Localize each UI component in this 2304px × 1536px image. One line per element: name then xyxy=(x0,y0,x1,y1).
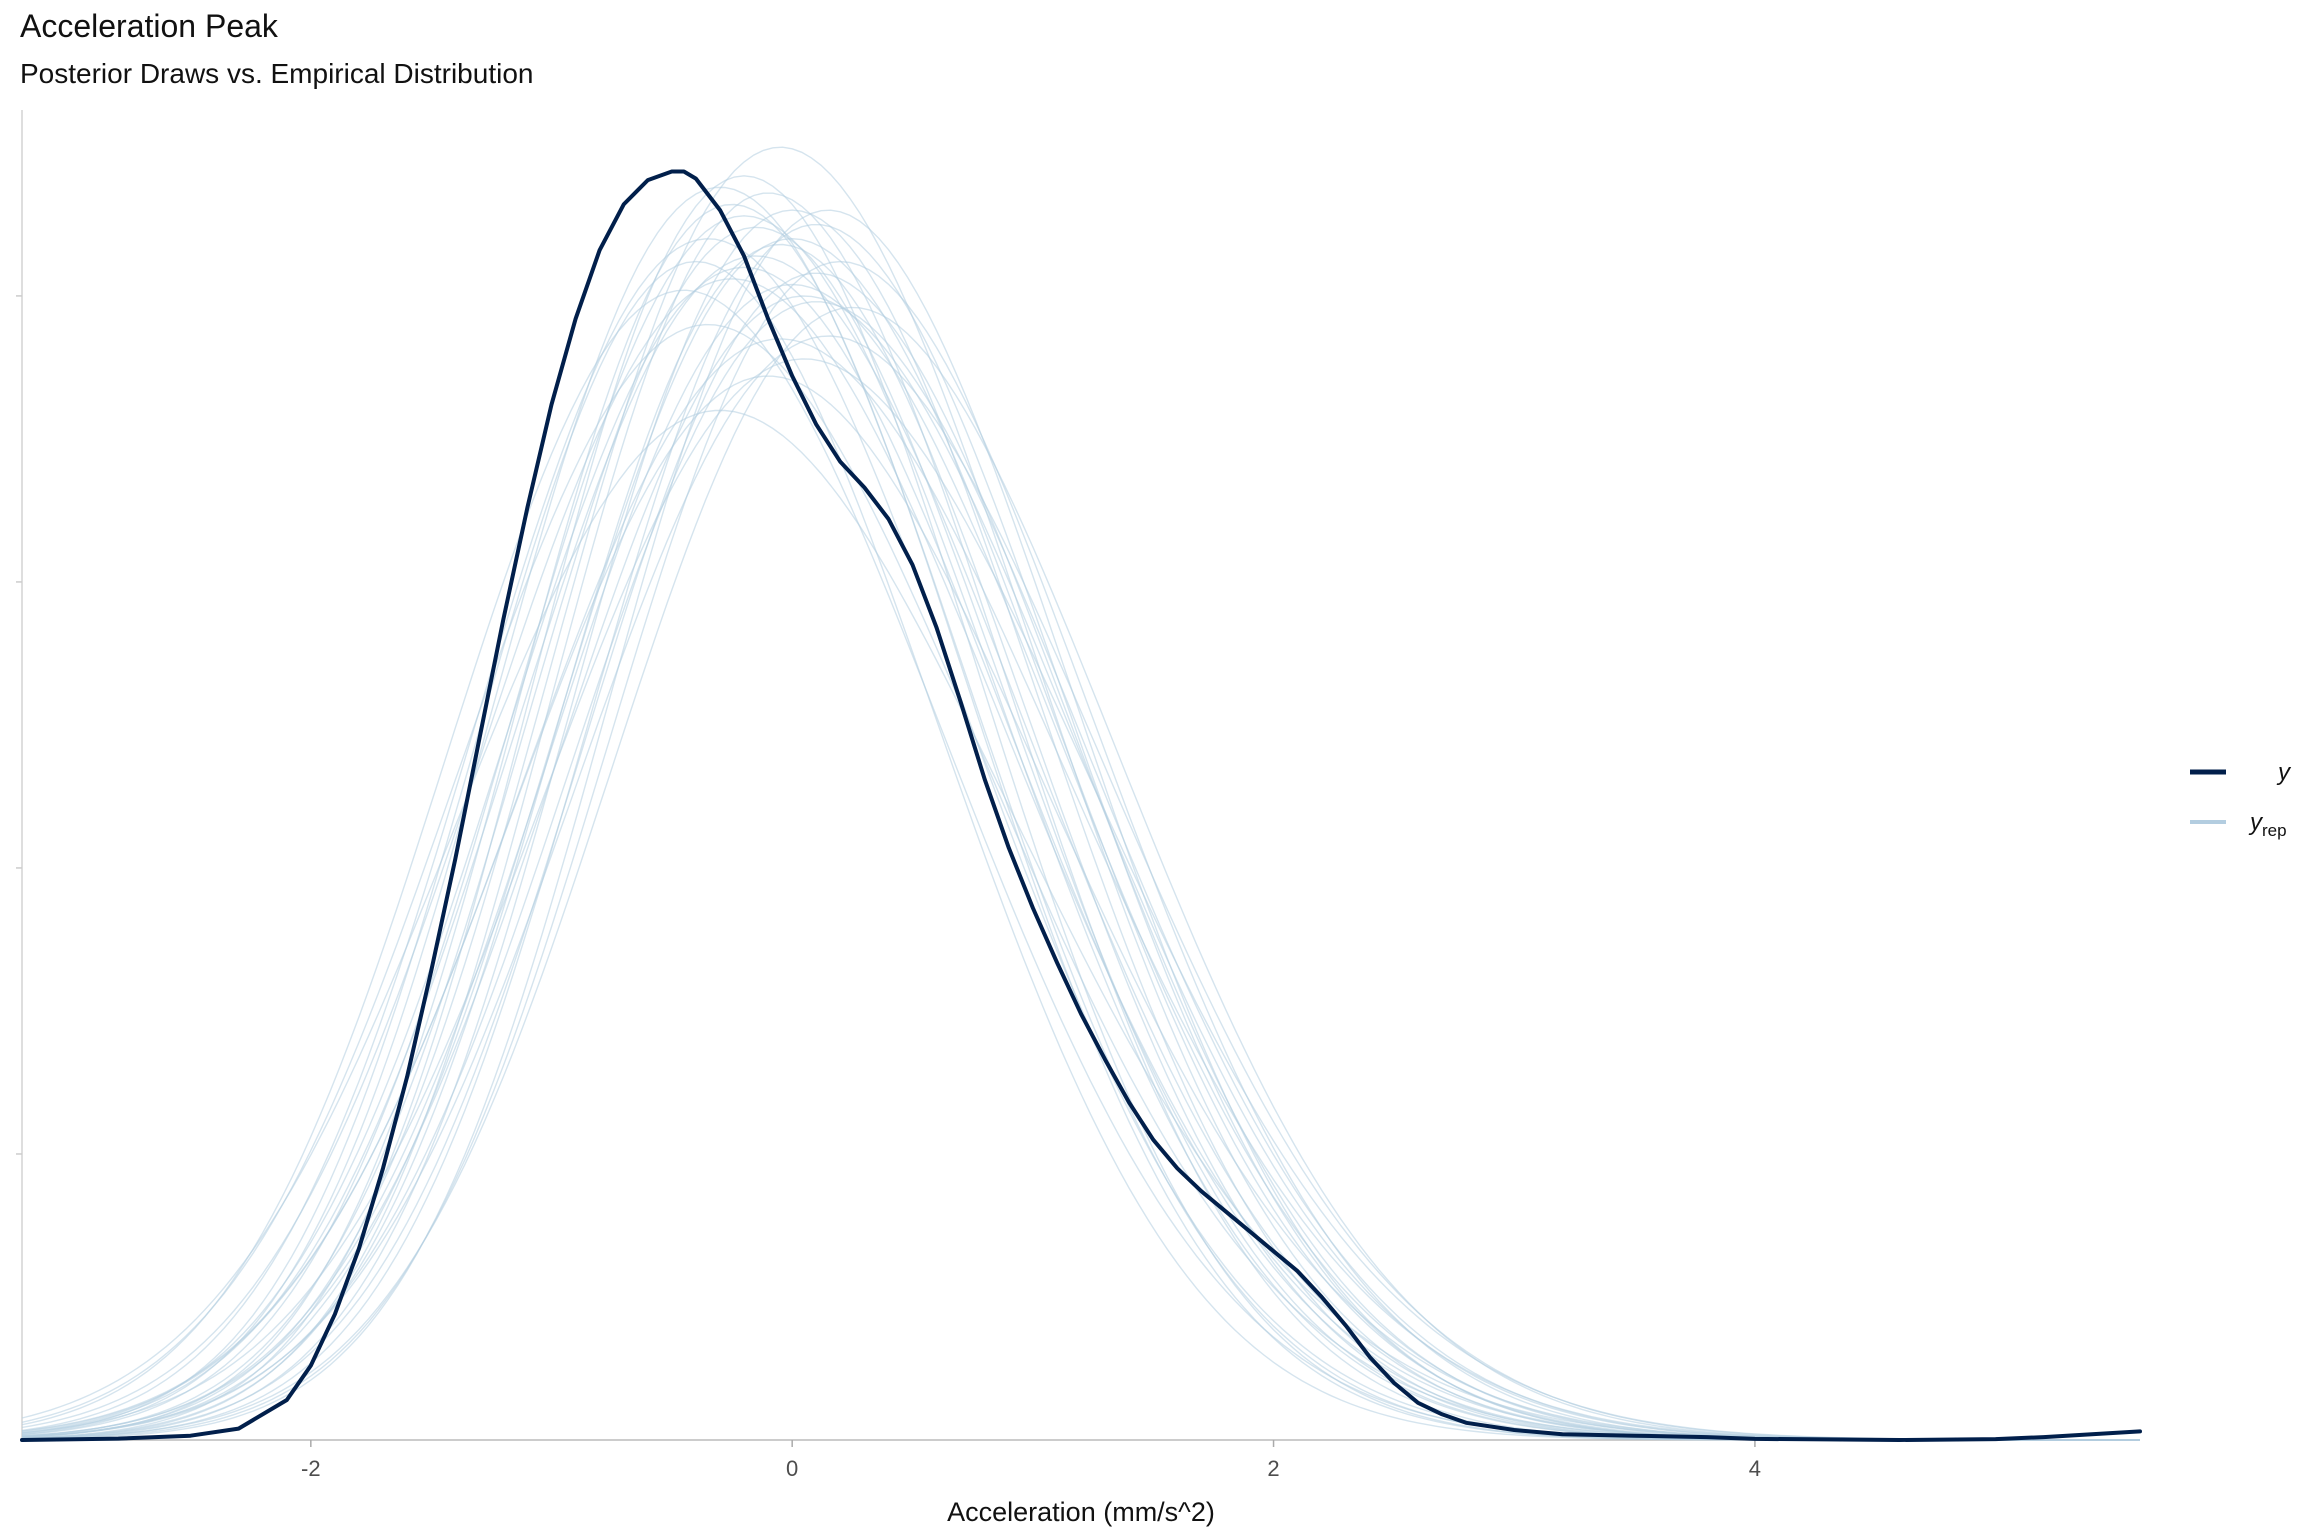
yrep-draw-line xyxy=(21,175,2140,1441)
y-series xyxy=(20,169,2142,1442)
legend-label-0: y xyxy=(2276,759,2292,786)
yrep-draw-line xyxy=(21,226,2140,1441)
legend-label-subscript: rep xyxy=(2262,821,2287,840)
x-tick-label: 2 xyxy=(1267,1456,1279,1481)
x-tick-label: 0 xyxy=(786,1456,798,1481)
yrep-draw-line xyxy=(21,215,2140,1441)
axes: -2 0 2 4 Acceleration (mm/s^2) xyxy=(16,110,2140,1527)
yrep-draw-line xyxy=(21,255,2140,1441)
yrep-draw-line xyxy=(21,323,2140,1441)
yrep-draw-line xyxy=(21,186,2140,1441)
yrep-draw-line xyxy=(21,223,2140,1441)
yrep-draw-line xyxy=(21,306,2140,1441)
yrep-draw-line xyxy=(21,209,2140,1441)
yrep-draw-line xyxy=(21,192,2140,1441)
yrep-draw-line xyxy=(21,238,2140,1441)
yrep-draw-line xyxy=(21,209,2140,1441)
yrep-draw-line xyxy=(21,409,2140,1441)
x-axis-title: Acceleration (mm/s^2) xyxy=(947,1497,1215,1527)
yrep-draw-line xyxy=(21,237,2140,1441)
legend-label-1: yrep xyxy=(2248,809,2287,840)
legend: y yrep xyxy=(2190,759,2292,840)
yrep-series xyxy=(21,146,2140,1441)
x-tick-label: -2 xyxy=(301,1456,321,1481)
yrep-draw-line xyxy=(21,146,2140,1441)
x-tick-label: 4 xyxy=(1749,1456,1761,1481)
chart-title: Acceleration Peak xyxy=(20,8,278,44)
yrep-draw-line xyxy=(21,243,2140,1441)
y-density-line xyxy=(20,169,2142,1442)
yrep-draw-line xyxy=(21,335,2140,1441)
chart-subtitle: Posterior Draws vs. Empirical Distributi… xyxy=(20,58,534,89)
